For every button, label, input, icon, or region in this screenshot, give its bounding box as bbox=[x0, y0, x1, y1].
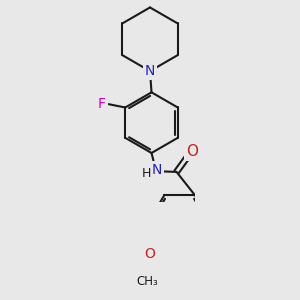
Text: N: N bbox=[145, 64, 155, 78]
Text: O: O bbox=[186, 144, 198, 159]
Text: CH₃: CH₃ bbox=[136, 275, 158, 288]
Text: N: N bbox=[152, 164, 162, 177]
Text: O: O bbox=[144, 247, 155, 261]
Text: F: F bbox=[98, 97, 106, 111]
Text: H: H bbox=[142, 167, 151, 180]
